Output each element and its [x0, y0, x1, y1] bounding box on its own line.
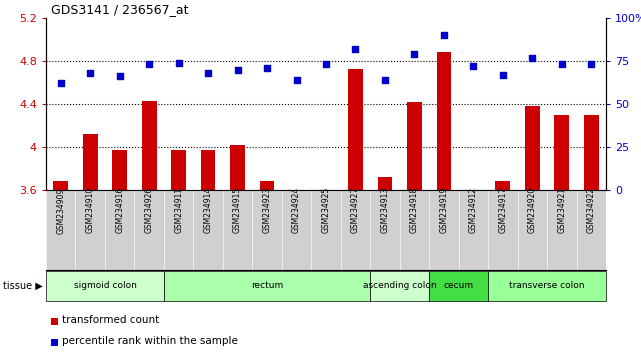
- Point: [292, 77, 302, 83]
- Point: [144, 62, 154, 67]
- Text: sigmoid colon: sigmoid colon: [74, 281, 137, 291]
- Bar: [142, 101, 156, 190]
- Bar: [319, 190, 333, 222]
- Point: [262, 65, 272, 71]
- Bar: [112, 150, 127, 190]
- Bar: [46, 271, 164, 301]
- Point: [351, 46, 361, 52]
- Text: percentile rank within the sample: percentile rank within the sample: [62, 336, 238, 346]
- Bar: [495, 181, 510, 190]
- Bar: [164, 271, 370, 301]
- Bar: [370, 271, 429, 301]
- Point: [85, 70, 96, 76]
- Bar: [51, 318, 58, 325]
- Point: [233, 67, 243, 73]
- Text: rectum: rectum: [251, 281, 283, 291]
- Bar: [488, 271, 606, 301]
- Point: [527, 55, 537, 61]
- Point: [321, 62, 331, 67]
- Text: ascending colon: ascending colon: [363, 281, 437, 291]
- Point: [174, 60, 184, 65]
- Text: GDS3141 / 236567_at: GDS3141 / 236567_at: [51, 3, 188, 16]
- Bar: [525, 106, 540, 190]
- Bar: [51, 339, 58, 346]
- Point: [439, 32, 449, 38]
- Bar: [260, 181, 274, 190]
- Point: [468, 63, 478, 69]
- Point: [56, 80, 66, 86]
- Point: [586, 62, 596, 67]
- Bar: [348, 69, 363, 190]
- Text: transformed count: transformed count: [62, 315, 159, 325]
- Bar: [171, 150, 186, 190]
- Bar: [289, 190, 304, 224]
- Text: tissue ▶: tissue ▶: [3, 281, 43, 291]
- Bar: [378, 177, 392, 190]
- Point: [497, 72, 508, 78]
- Bar: [83, 134, 97, 190]
- Bar: [466, 190, 481, 224]
- Text: transverse colon: transverse colon: [510, 281, 585, 291]
- Point: [410, 51, 420, 57]
- Bar: [429, 271, 488, 301]
- Point: [115, 74, 125, 79]
- Point: [380, 77, 390, 83]
- Bar: [437, 52, 451, 190]
- Bar: [230, 145, 245, 190]
- Bar: [407, 102, 422, 190]
- Bar: [201, 150, 215, 190]
- Text: cecum: cecum: [444, 281, 474, 291]
- Point: [203, 70, 213, 76]
- Point: [556, 62, 567, 67]
- Bar: [584, 115, 599, 190]
- Bar: [554, 115, 569, 190]
- Bar: [53, 181, 68, 190]
